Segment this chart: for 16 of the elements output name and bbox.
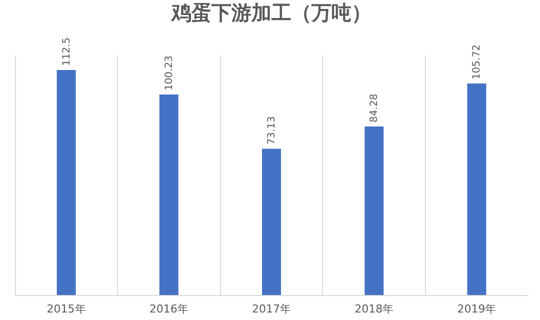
data-label: 73.13: [266, 116, 278, 145]
bar: [159, 94, 178, 295]
bar: [262, 148, 281, 295]
x-tick-label: 2019年: [457, 302, 496, 316]
data-label: 100.23: [164, 56, 175, 91]
data-label: 112.5: [61, 37, 72, 66]
x-tick-label: 2017年: [252, 302, 291, 316]
data-label: 84.28: [369, 94, 380, 122]
data-label: 105.72: [472, 44, 483, 80]
bar: [467, 84, 486, 295]
x-tick-label: 2015年: [46, 302, 86, 316]
chart-title: 鸡蛋下游加工（万吨）: [170, 0, 372, 24]
x-tick-label: 2018年: [354, 302, 394, 316]
bar: [56, 70, 76, 295]
bar: [364, 126, 384, 295]
x-tick-label: 2016年: [149, 302, 188, 316]
